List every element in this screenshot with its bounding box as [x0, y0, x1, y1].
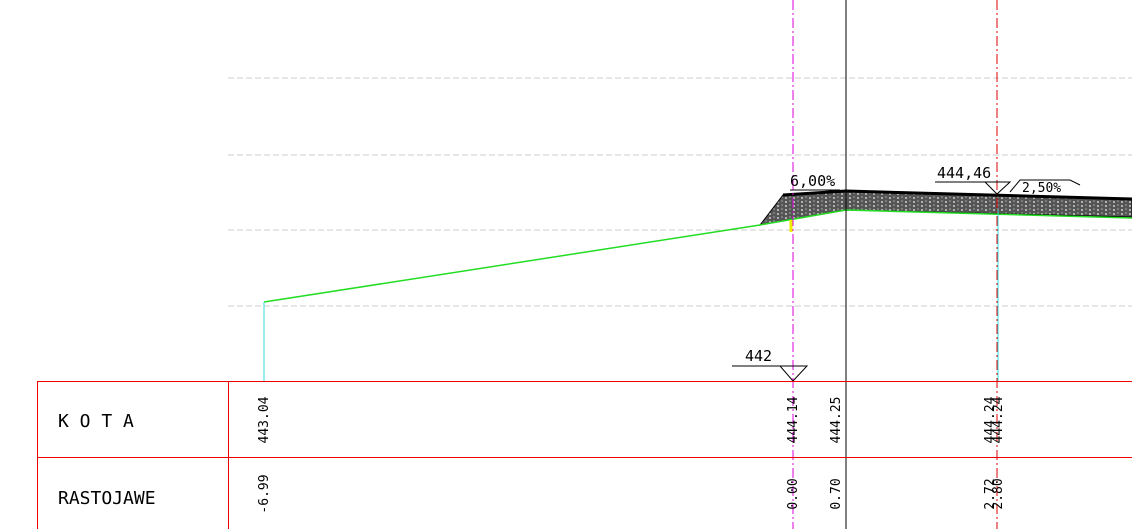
row-label: K O T A — [58, 411, 134, 432]
offsets — [263, 210, 999, 381]
cell-value: 443.04 — [257, 396, 272, 443]
terrain — [263, 209, 1132, 303]
cell-value: 2.72 — [983, 478, 998, 509]
cell-value: 444.24 — [991, 396, 1006, 443]
cell-value: 444.14 — [786, 396, 801, 443]
cell-value: 444.25 — [829, 397, 844, 444]
row-label: RASTOJAWE — [58, 488, 156, 509]
cell-value: 444.24 — [983, 396, 998, 443]
slope-label: 2,50% — [1022, 181, 1061, 196]
datum-label: 442 — [745, 347, 772, 365]
markers — [732, 179, 1081, 382]
cell-value: -6.99 — [257, 474, 272, 513]
cell-value: 2.80 — [991, 478, 1006, 509]
elevation-label: 444,46 — [937, 164, 991, 182]
slope-label: 6,00% — [790, 172, 835, 190]
cell-value: 0.00 — [786, 478, 801, 509]
grid — [228, 77, 1132, 307]
table — [37, 381, 1132, 529]
cell-value: 0.70 — [829, 478, 844, 509]
